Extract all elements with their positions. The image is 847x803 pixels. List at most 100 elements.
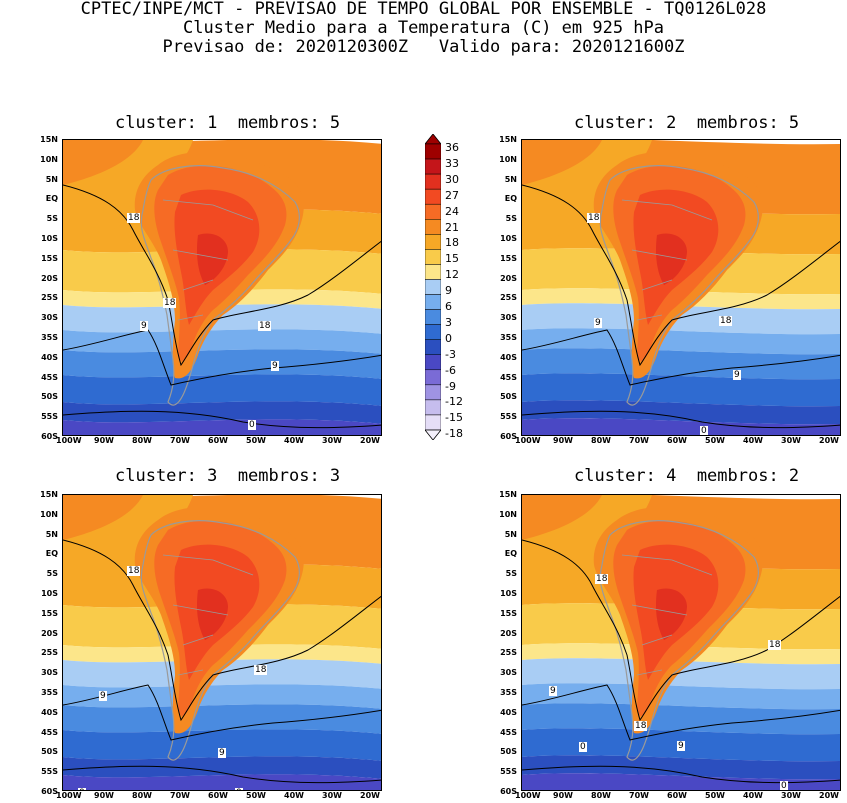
longitude-tick-label: 50W (246, 436, 266, 445)
continent-hottest-area (196, 233, 228, 285)
colorbar-swatch (424, 384, 442, 401)
map-panel-3: 18 18 9 9 0 0 (62, 494, 382, 791)
temperature-band (522, 140, 602, 185)
colorbar-label: 3 (445, 315, 452, 329)
colorbar-swatch (424, 158, 442, 175)
temperature-band (522, 755, 840, 780)
contour-label: 18 (254, 665, 268, 675)
latitude-tick-label: 60S (41, 432, 58, 441)
contour-label: 18 (634, 721, 648, 731)
latitude-tick-label: 50S (41, 747, 58, 757)
temperature-band (522, 373, 840, 407)
colorbar-label: 9 (445, 284, 452, 298)
contour-18 (522, 184, 840, 367)
latitude-tick-label: 35S (500, 688, 517, 697)
continent-hottest-area (655, 233, 687, 285)
temperature-band (522, 658, 840, 690)
temperature-band (522, 400, 840, 425)
latitude-tick-label: 10N (499, 154, 517, 164)
latitude-tick-label: 25S (500, 648, 517, 658)
temperature-band (63, 774, 381, 790)
colorbar-swatch (424, 339, 442, 355)
contour-9 (522, 329, 840, 386)
latitude-tick-label: 60S (500, 787, 517, 796)
latitude-tick-label: 50S (41, 392, 58, 402)
contour-label: 18 (587, 213, 601, 223)
temperature-band (522, 348, 840, 380)
colorbar-label: 27 (445, 188, 459, 202)
contour-label: 0 (579, 742, 587, 752)
latitude-tick-label: 35S (41, 688, 58, 697)
colorbar-swatch (424, 309, 442, 325)
colorbar-label: -3 (445, 347, 456, 361)
longitude-tick-label: 30W (781, 436, 801, 445)
latitude-tick-label: 50S (500, 747, 517, 757)
longitude-tick-label: 40W (284, 436, 304, 445)
colorbar-swatch (424, 279, 442, 295)
latitude-tick-label: 45S (500, 727, 517, 737)
latitude-tick-label: 5N (504, 529, 517, 539)
country-borders (621, 554, 713, 676)
longitude-tick-label: 20W (819, 791, 839, 800)
longitude-tick-label: 20W (360, 791, 380, 800)
latitude-tick-label: 35S (41, 333, 58, 342)
temperature-band (522, 328, 840, 355)
colorbar (424, 133, 442, 441)
contour-label: 9 (99, 691, 107, 701)
colorbar-swatch (424, 354, 442, 371)
contour-18 (522, 539, 840, 722)
longitude-tick-label: 20W (819, 436, 839, 445)
latitude-tick-label: 15N (40, 135, 58, 144)
colorbar-swatch (424, 203, 442, 220)
temperature-band (63, 140, 143, 185)
continent-hottest-area (655, 588, 687, 640)
latitude-tick-label: 55S (41, 767, 58, 777)
latitude-tick-label: 15S (41, 253, 58, 263)
panel-title-4: cluster: 4 membros: 2 (574, 466, 800, 486)
longitude-tick-label: 60W (208, 436, 228, 445)
latitude-tick-label: 10S (500, 234, 517, 243)
latitude-tick-label: EQ (45, 194, 58, 204)
latitude-tick-label: EQ (45, 549, 58, 559)
temperature-field (522, 140, 840, 435)
latitude-tick-label: 5S (505, 214, 517, 224)
temperature-band (63, 729, 381, 761)
longitude-tick-label: 70W (170, 436, 190, 445)
contour-9 (522, 684, 840, 741)
longitude-tick-label: 50W (705, 436, 725, 445)
longitude-tick-label: 20W (360, 436, 380, 445)
latitude-tick-label: 15N (499, 135, 517, 144)
temperature-band (63, 374, 381, 406)
latitude-tick-label: 5N (504, 174, 517, 184)
contour-9 (63, 684, 381, 741)
temperature-band (63, 495, 143, 540)
panel-title-3: cluster: 3 membros: 3 (115, 466, 341, 486)
latitude-tick-label: 25S (41, 293, 58, 303)
temperature-band (522, 495, 602, 540)
country-borders (162, 554, 254, 676)
coastline (140, 165, 300, 406)
colorbar-label: 24 (445, 204, 459, 218)
map-panel-2: 18 18 9 9 0 (521, 139, 841, 436)
contour-0 (63, 410, 381, 429)
latitude-tick-label: 15S (41, 608, 58, 618)
contour-label: 0 (780, 781, 788, 791)
latitude-tick-label: 60S (500, 432, 517, 441)
temperature-band (522, 703, 840, 735)
colorbar-label: 36 (445, 141, 459, 154)
latitude-tick-label: 10N (40, 154, 58, 164)
latitude-tick-label: 40S (41, 352, 58, 362)
longitude-tick-label: 90W (553, 436, 573, 445)
temperature-band (522, 418, 840, 435)
latitude-tick-label: 10S (41, 589, 58, 598)
contour-label: 9 (733, 370, 741, 380)
longitude-tick-label: 80W (591, 791, 611, 800)
temperature-band (63, 704, 381, 734)
title-line-3: Previsao de: 2020120300Z Valido para: 20… (162, 37, 685, 57)
latitude-tick-label: 45S (500, 372, 517, 382)
colorbar-swatch (424, 234, 442, 250)
map-panel-1: 18 18 18 9 9 0 (62, 139, 382, 436)
latitude-tick-label: 10S (41, 234, 58, 243)
longitude-tick-label: 100W (515, 436, 541, 445)
latitude-tick-label: 60S (41, 787, 58, 796)
